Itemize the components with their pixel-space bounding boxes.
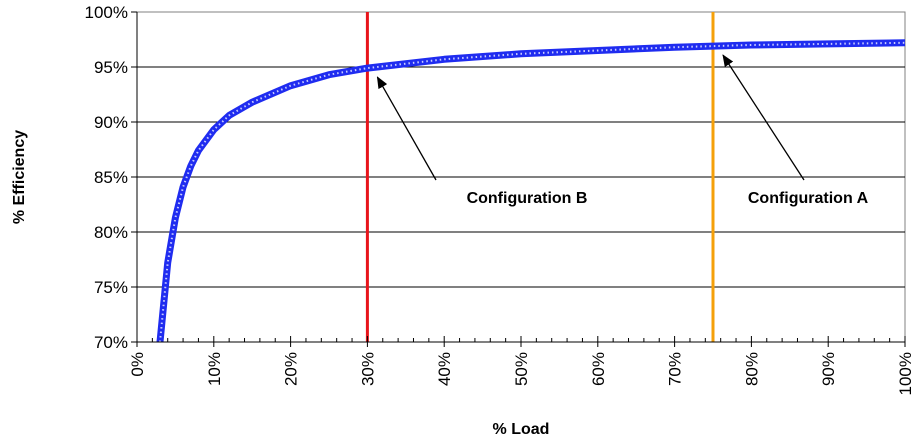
annotation-label: Configuration A: [748, 190, 869, 207]
x-tick-label: 20%: [282, 352, 301, 386]
y-tick-label: 100%: [85, 3, 128, 22]
gridlines: [137, 66, 905, 288]
y-tick-label: 90%: [94, 113, 128, 132]
x-tick-label: 50%: [512, 352, 531, 386]
y-tick-label: 85%: [94, 168, 128, 187]
x-tick-label: 70%: [666, 352, 685, 386]
series-layer: [156, 39, 906, 343]
y-tick-label: 95%: [94, 58, 128, 77]
x-axis-title: % Load: [493, 421, 550, 438]
x-tick-label: 0%: [128, 352, 147, 377]
x-tick-label: 60%: [589, 352, 608, 386]
y-tick-label: 80%: [94, 223, 128, 242]
y-axis-title: % Efficiency: [11, 130, 28, 224]
y-tick-label: 75%: [94, 278, 128, 297]
x-tick-label: 30%: [358, 352, 377, 386]
y-tick-label: 70%: [94, 333, 128, 352]
annotation-label: Configuration B: [467, 190, 588, 207]
axes: 70% 75% 80% 85% 90% 95% 100% 0% 10% 20% 30% 40% 50% 6…: [85, 3, 915, 395]
x-tick-label: 100%: [896, 352, 915, 395]
x-tick-label: 40%: [435, 352, 454, 386]
annotation-arrow: [722, 54, 805, 181]
efficiency-curve: [156, 39, 906, 343]
x-tick-label: 80%: [742, 352, 761, 386]
annotations: Configuration B Configuration A: [376, 54, 869, 207]
x-tick-label: 10%: [205, 352, 224, 386]
x-tick-label: 90%: [819, 352, 838, 386]
annotation-arrow: [376, 76, 437, 181]
